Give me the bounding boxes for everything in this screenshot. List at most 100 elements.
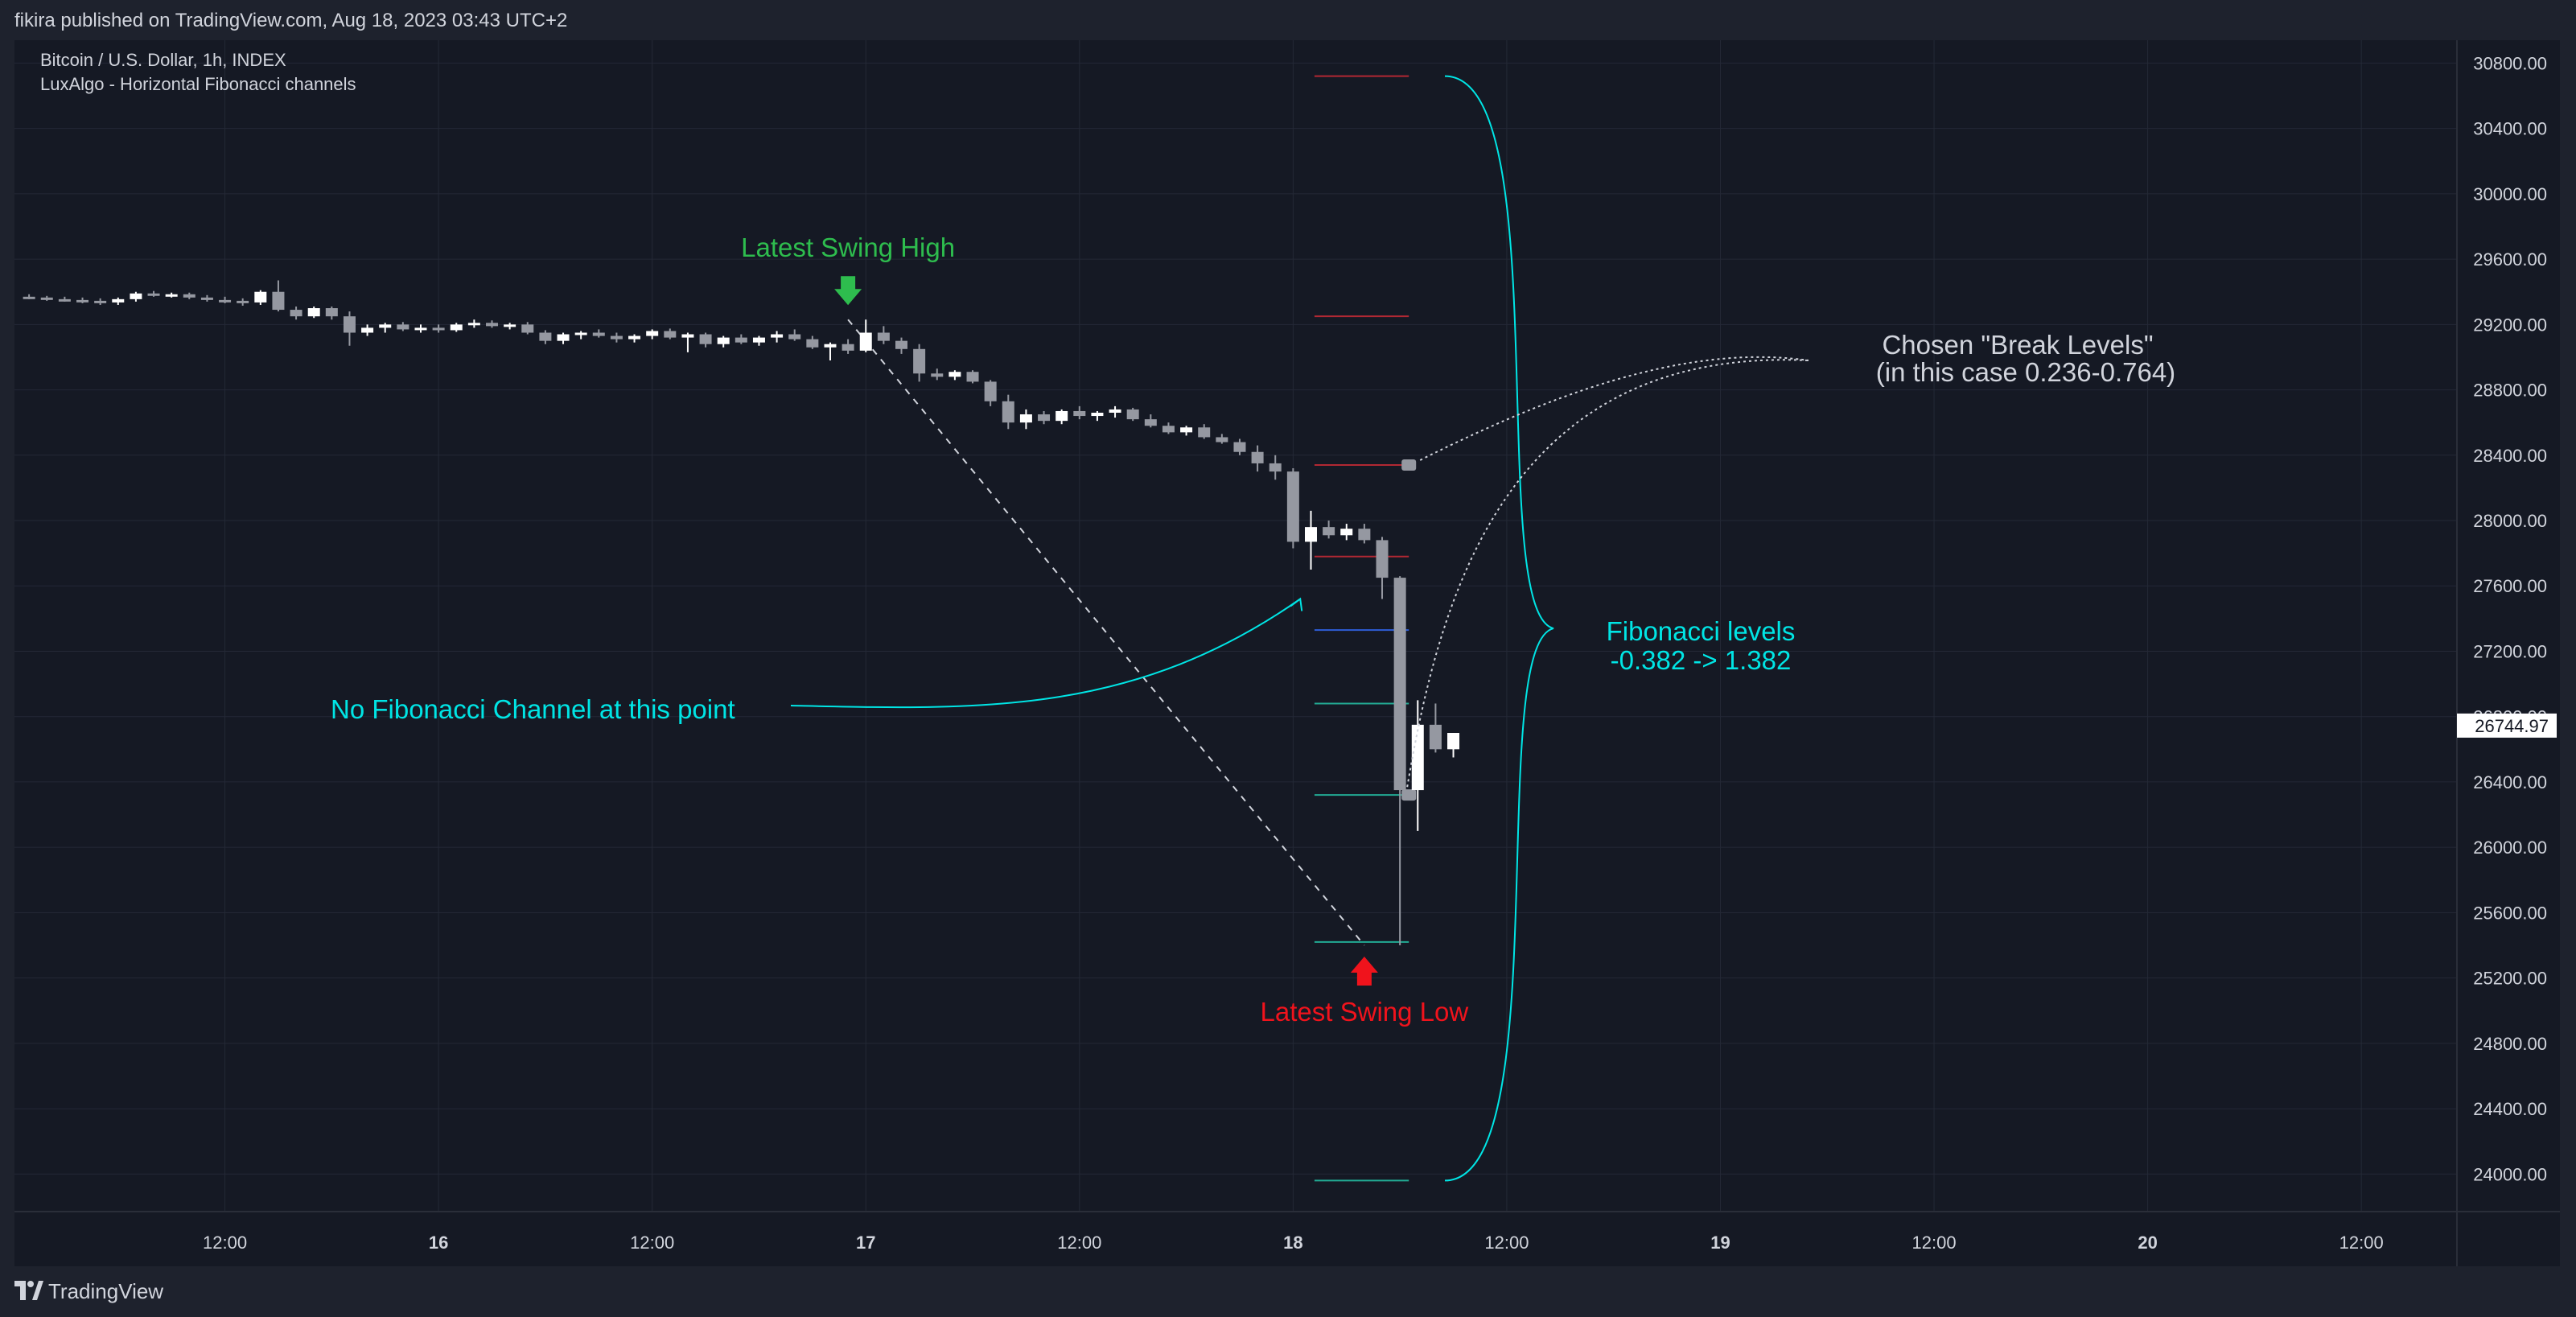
symbol-legend[interactable]: Bitcoin / U.S. Dollar, 1h, INDEX bbox=[40, 50, 286, 70]
candle-body bbox=[183, 294, 195, 298]
candle-body bbox=[58, 298, 71, 302]
candle-body bbox=[1198, 427, 1211, 438]
time-tick-label: 20 bbox=[2138, 1233, 2157, 1253]
price-chart[interactable]: Latest Swing High Latest Swing Low No Fibo… bbox=[14, 40, 2560, 1266]
candle-body bbox=[521, 324, 534, 333]
price-tick-label: 27600.00 bbox=[2473, 576, 2547, 596]
chart-pane[interactable]: Latest Swing High Latest Swing Low No Fibo… bbox=[14, 40, 2560, 1266]
candle-body bbox=[1162, 426, 1175, 433]
time-tick-label: 12:00 bbox=[203, 1233, 247, 1253]
candle-body bbox=[94, 300, 107, 303]
publish-info: fikira published on TradingView.com, Aug… bbox=[14, 10, 568, 31]
annotations: Latest Swing High Latest Swing Low No Fibo… bbox=[331, 75, 2175, 1182]
candle-body bbox=[1056, 410, 1068, 422]
tradingview-brand[interactable]: TradingView bbox=[48, 1279, 164, 1303]
candle-body bbox=[1216, 437, 1228, 442]
candle-body bbox=[414, 327, 427, 331]
candle-body bbox=[717, 337, 730, 344]
candle-body bbox=[1393, 578, 1406, 791]
no-channel-arrow bbox=[790, 598, 1301, 709]
candle-body bbox=[130, 293, 142, 299]
price-tick-label: 29600.00 bbox=[2473, 249, 2547, 270]
time-tick-label: 12:00 bbox=[2339, 1233, 2384, 1253]
price-tick-label: 28800.00 bbox=[2473, 381, 2547, 401]
candle-body bbox=[450, 324, 463, 331]
swing-high-label: Latest Swing High bbox=[741, 233, 955, 262]
candle-body bbox=[1429, 724, 1442, 750]
candle-body bbox=[397, 324, 409, 330]
swing-low-label: Latest Swing Low bbox=[1261, 997, 1469, 1027]
candle-body bbox=[486, 323, 499, 327]
candle-body bbox=[1447, 733, 1460, 750]
price-tick-label: 28000.00 bbox=[2473, 511, 2547, 531]
price-tick-label: 30800.00 bbox=[2473, 53, 2547, 73]
candle-body bbox=[1126, 409, 1139, 420]
candle-body bbox=[1002, 401, 1014, 423]
candle-body bbox=[361, 327, 374, 333]
candle-body bbox=[1144, 419, 1157, 426]
current-price-label: 26744.97 bbox=[2475, 716, 2549, 736]
candle-body bbox=[290, 310, 302, 317]
break-levels-label-line1: Chosen "Break Levels" bbox=[1882, 330, 2153, 360]
price-tick-label: 28400.00 bbox=[2473, 446, 2547, 466]
candle-body bbox=[1019, 414, 1032, 423]
candle-body bbox=[40, 297, 53, 300]
candle-body bbox=[664, 331, 677, 338]
candle-body bbox=[859, 332, 872, 351]
break-level-pointer-upper bbox=[1419, 356, 1809, 461]
break-level-marker bbox=[1401, 459, 1417, 471]
swing-connector bbox=[847, 319, 1365, 946]
time-tick-label: 16 bbox=[429, 1233, 448, 1253]
fib-range-brace bbox=[1444, 75, 1554, 1182]
break-level-pointer-lower bbox=[1406, 359, 1809, 788]
swing-low-arrow-icon bbox=[1350, 956, 1378, 986]
candle-body bbox=[307, 308, 320, 317]
footer: TradingView bbox=[0, 1266, 2576, 1317]
price-tick-label: 24800.00 bbox=[2473, 1034, 2547, 1054]
candle-body bbox=[931, 373, 944, 377]
candle-body bbox=[1233, 442, 1246, 452]
price-tick-label: 26400.00 bbox=[2473, 772, 2547, 792]
price-tick-label: 24400.00 bbox=[2473, 1099, 2547, 1119]
no-channel-arrowhead-icon bbox=[1290, 597, 1303, 611]
candle-body bbox=[1038, 414, 1051, 422]
price-tick-label: 30000.00 bbox=[2473, 184, 2547, 204]
fib-levels-label-line2: -0.382 -> 1.382 bbox=[1611, 645, 1792, 675]
price-tick-label: 27200.00 bbox=[2473, 641, 2547, 661]
time-tick-label: 12:00 bbox=[1912, 1233, 1957, 1253]
no-channel-label: No Fibonacci Channel at this point bbox=[331, 694, 735, 724]
break-levels-label-line2: (in this case 0.236-0.764) bbox=[1876, 357, 2175, 387]
candle-body bbox=[699, 334, 712, 344]
candle-body bbox=[272, 291, 285, 311]
candle-body bbox=[219, 299, 232, 302]
candle-body bbox=[237, 300, 249, 303]
candle-body bbox=[752, 337, 765, 343]
candle-body bbox=[1251, 451, 1264, 463]
candle-body bbox=[1358, 529, 1371, 541]
time-tick-label: 18 bbox=[1283, 1233, 1302, 1253]
candle-body bbox=[165, 294, 178, 297]
candle-body bbox=[788, 334, 801, 340]
candle-body bbox=[1340, 529, 1353, 536]
candle-body bbox=[432, 327, 445, 331]
candle-body bbox=[610, 335, 623, 340]
candle-body bbox=[1286, 471, 1299, 542]
candle-body bbox=[646, 331, 659, 336]
candle-body bbox=[504, 324, 516, 327]
indicator-legend[interactable]: LuxAlgo - Horizontal Fibonacci channels bbox=[40, 74, 356, 94]
candle-body bbox=[771, 334, 784, 338]
candle-body bbox=[1304, 527, 1317, 542]
tradingview-logo-icon[interactable] bbox=[14, 1279, 43, 1303]
candle-body bbox=[806, 339, 819, 348]
candle-body bbox=[966, 372, 979, 382]
candle-body bbox=[254, 291, 267, 302]
candle-body bbox=[112, 298, 125, 302]
candle-body bbox=[628, 335, 641, 340]
fib-levels-label-line1: Fibonacci levels bbox=[1607, 616, 1796, 646]
time-tick-label: 19 bbox=[1710, 1233, 1730, 1253]
candle-body bbox=[681, 334, 694, 338]
candle-body bbox=[984, 381, 997, 401]
fibonacci-levels bbox=[1314, 75, 1417, 1182]
axes: 24000.00 24400.00 24800.00 25200.00 25600.00… bbox=[14, 40, 2560, 1266]
candle-body bbox=[913, 348, 926, 374]
